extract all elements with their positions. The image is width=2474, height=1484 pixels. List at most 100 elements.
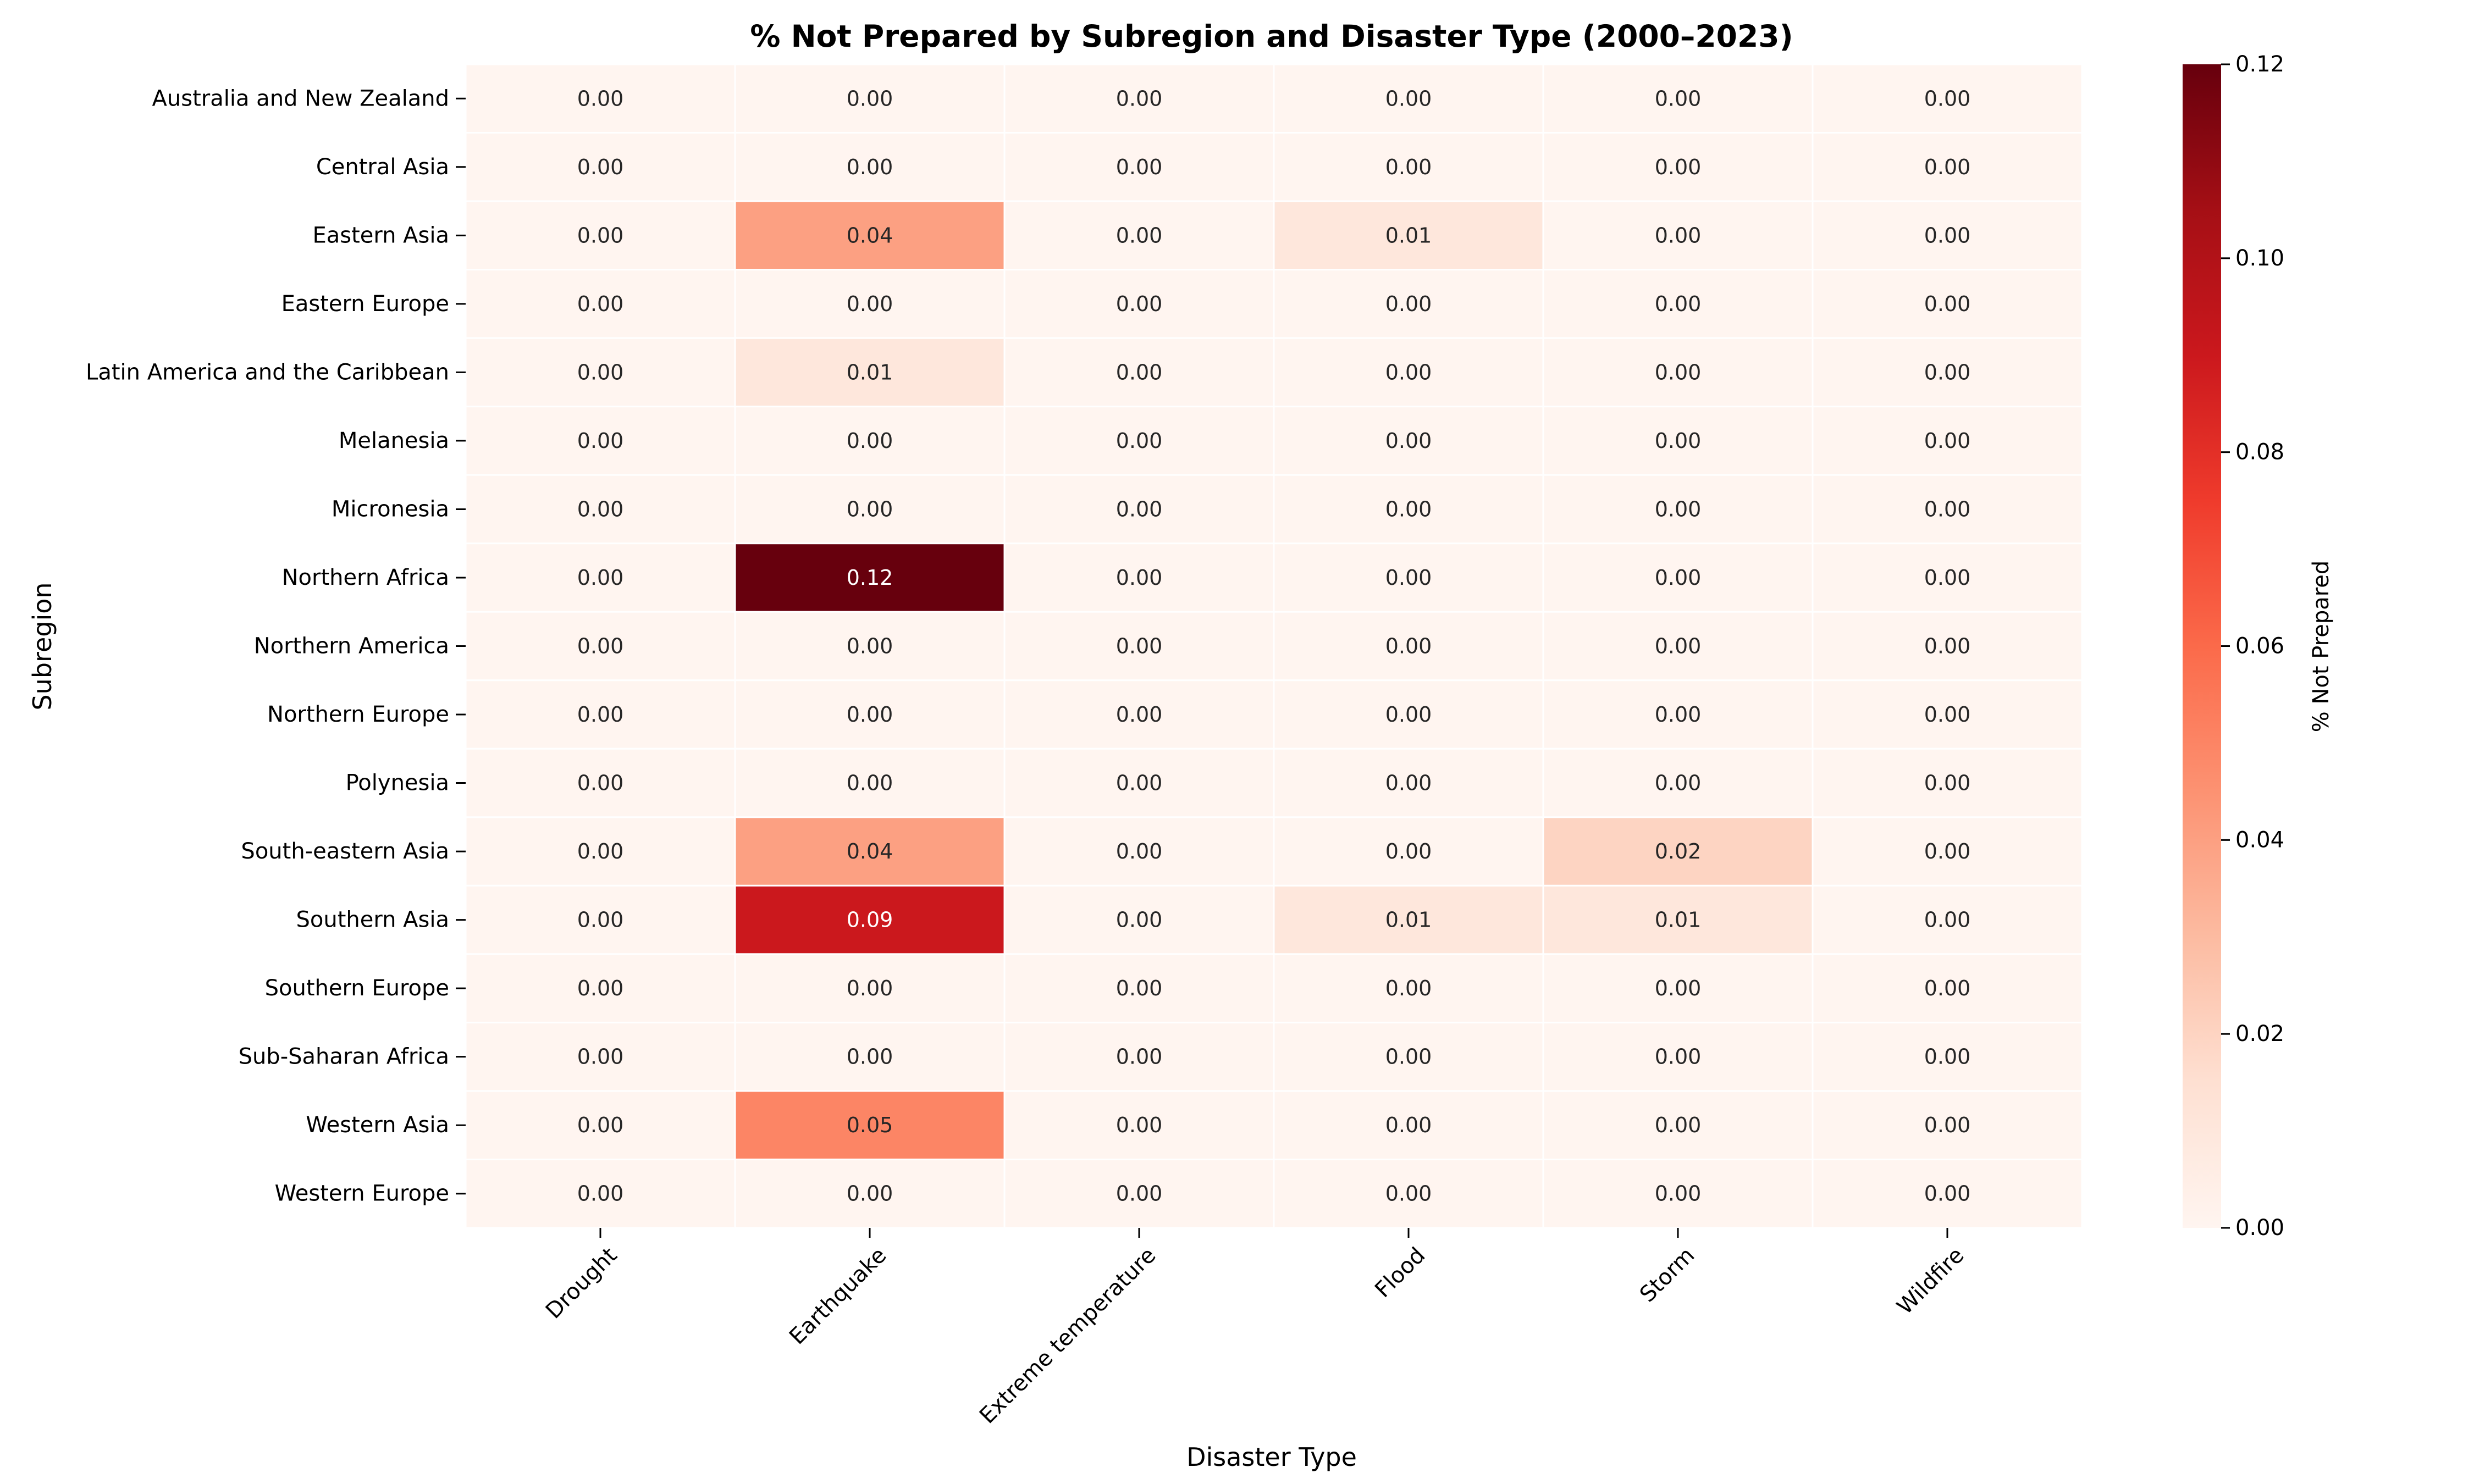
cell-value-label: 0.00 [1116, 155, 1163, 179]
cell-value-label: 0.00 [1116, 292, 1163, 316]
cell-value-label: 0.00 [1116, 497, 1163, 521]
heatmap-cell [1273, 1158, 1544, 1229]
heatmap-cells [465, 63, 2083, 1229]
heatmap-cell [465, 542, 736, 613]
y-tick-label: Western Europe [275, 1181, 449, 1206]
cell-value-label: 0.00 [1385, 86, 1432, 110]
cell-value-label: 0.00 [1116, 1113, 1163, 1137]
heatmap-cell [1812, 132, 2083, 202]
cell-value-label: 0.00 [577, 634, 624, 658]
y-tick-label: Northern America [254, 634, 449, 659]
cell-value-label: 0.01 [1385, 223, 1432, 247]
colorbar-tick-label: 0.10 [2235, 246, 2284, 271]
heatmap-cell [1542, 679, 1814, 750]
cell-value-label: 0.00 [1655, 634, 1702, 658]
cell-value-label: 0.00 [1116, 976, 1163, 1000]
heatmap-cell [734, 884, 1006, 955]
cell-value-label: 0.00 [1385, 292, 1432, 316]
heatmap-cell [1273, 63, 1544, 134]
heatmap-cell [1273, 816, 1544, 887]
heatmap-cell [1273, 542, 1544, 613]
heatmap-cell [734, 679, 1006, 750]
cell-value-label: 0.00 [577, 86, 624, 110]
x-tick-label: Storm [1635, 1243, 1700, 1308]
cell-value-label: 0.00 [1655, 1045, 1702, 1069]
heatmap-cell [465, 611, 736, 682]
x-tick-label: Flood [1370, 1243, 1430, 1303]
cell-value-label: 0.00 [1655, 976, 1702, 1000]
cell-value-label: 0.00 [1924, 292, 1971, 316]
colorbar-tick-label: 0.02 [2235, 1021, 2284, 1046]
cell-value-label: 0.00 [1924, 429, 1971, 453]
cell-value-label: 0.00 [1655, 223, 1702, 247]
cell-value-label: 0.00 [847, 429, 893, 453]
heatmap-cell [1812, 747, 2083, 818]
cell-value-label: 0.00 [577, 223, 624, 247]
heatmap-cell [1542, 200, 1814, 271]
cell-value-label: 0.00 [577, 1182, 624, 1206]
cell-value-label: 0.09 [847, 908, 893, 932]
heatmap-cell [1812, 884, 2083, 955]
cell-value-label: 0.00 [1116, 1182, 1163, 1206]
cell-value-label: 0.00 [1655, 702, 1702, 727]
cell-value-label: 0.00 [1924, 86, 1971, 110]
heatmap-cell [1273, 200, 1544, 271]
y-tick-label: Southern Asia [296, 907, 450, 933]
heatmap-cell [1003, 63, 1275, 134]
y-tick-label: Western Asia [306, 1112, 449, 1138]
y-tick-label: South-eastern Asia [241, 839, 449, 864]
heatmap-cell [465, 747, 736, 818]
cell-value-label: 0.00 [1924, 1113, 1971, 1137]
heatmap-cell [1812, 816, 2083, 887]
cell-value-label: 0.00 [1116, 634, 1163, 658]
heatmap-cell [1003, 884, 1275, 955]
heatmap-cell [1812, 63, 2083, 134]
cell-value-label: 0.00 [1385, 1113, 1432, 1137]
cell-value-label: 0.00 [1924, 566, 1971, 590]
heatmap-cell [465, 406, 736, 476]
cell-value-label: 0.00 [1655, 1182, 1702, 1206]
cell-value-label: 0.00 [1924, 908, 1971, 932]
cell-value-label: 0.00 [847, 1045, 893, 1069]
cell-value-label: 0.00 [1655, 292, 1702, 316]
cell-value-label: 0.00 [1924, 702, 1971, 727]
y-tick-label: Melanesia [339, 428, 449, 453]
cell-value-label: 0.00 [1116, 702, 1163, 727]
heatmap-cell [465, 884, 736, 955]
cell-value-label: 0.00 [847, 497, 893, 521]
heatmap-cell [1812, 953, 2083, 1023]
cell-value-label: 0.00 [1116, 223, 1163, 247]
y-tick-label: Eastern Europe [281, 291, 449, 317]
heatmap-cell [734, 816, 1006, 887]
cell-value-label: 0.00 [577, 771, 624, 795]
cell-value-label: 0.00 [1385, 771, 1432, 795]
cell-value-label: 0.00 [577, 1045, 624, 1069]
cell-value-label: 0.00 [847, 976, 893, 1000]
colorbar-tick-label: 0.12 [2235, 52, 2284, 77]
heatmap-cell [1542, 269, 1814, 339]
heatmap-cell [1003, 953, 1275, 1023]
cell-value-label: 0.04 [847, 839, 893, 863]
heatmap-cell [734, 474, 1006, 545]
cell-value-label: 0.00 [577, 839, 624, 863]
heatmap-cell [465, 1021, 736, 1092]
colorbar-tick-label: 0.00 [2235, 1215, 2284, 1241]
heatmap-cell [465, 816, 736, 887]
cell-value-label: 0.00 [1924, 360, 1971, 384]
cell-value-label: 0.05 [847, 1113, 893, 1137]
heatmap-cell [1273, 132, 1544, 202]
heatmap-cell [465, 1158, 736, 1229]
cell-value-label: 0.00 [1924, 839, 1971, 863]
heatmap-cell [734, 269, 1006, 339]
cell-value-label: 0.00 [1924, 1045, 1971, 1069]
heatmap-cell [1542, 884, 1814, 955]
cell-value-label: 0.00 [1924, 1182, 1971, 1206]
y-tick-label: Sub-Saharan Africa [239, 1044, 449, 1070]
heatmap-cell [465, 337, 736, 408]
heatmap-cell [734, 611, 1006, 682]
heatmap-cell [1812, 269, 2083, 339]
cell-value-label: 0.00 [1655, 86, 1702, 110]
y-axis-label: Subregion [27, 582, 57, 710]
cell-value-label: 0.00 [847, 1182, 893, 1206]
cell-value-label: 0.00 [1655, 497, 1702, 521]
